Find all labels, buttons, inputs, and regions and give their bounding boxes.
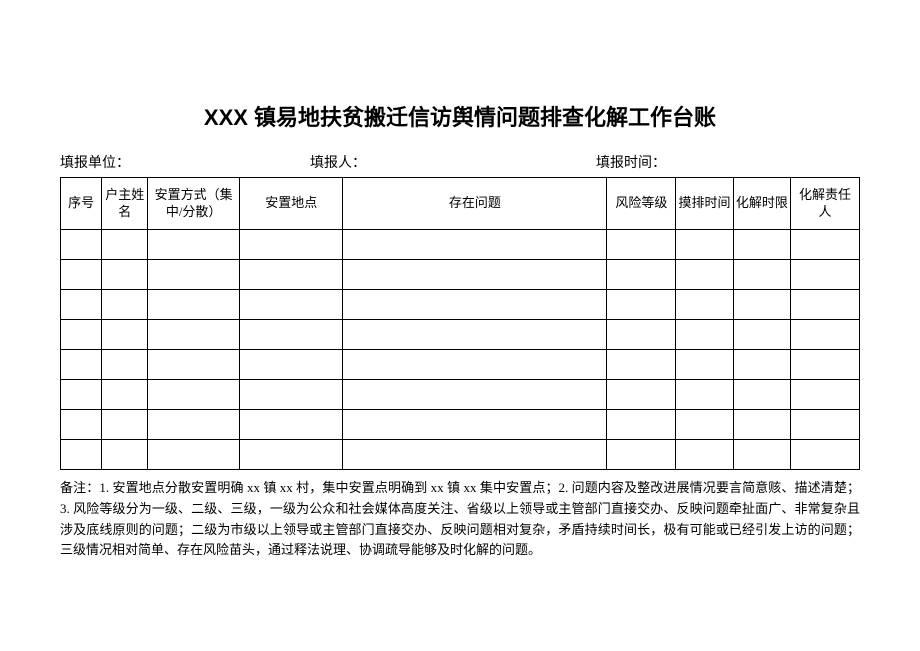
table-cell [102, 440, 148, 470]
table-cell [607, 440, 676, 470]
table-cell [791, 320, 860, 350]
table-cell [343, 230, 607, 260]
table-row [61, 290, 860, 320]
table-cell [607, 410, 676, 440]
table-cell [676, 260, 733, 290]
table-cell [607, 380, 676, 410]
meta-row: 填报单位： 填报人： 填报时间： [60, 152, 860, 172]
column-header: 化解责任人 [791, 178, 860, 230]
table-cell [61, 410, 102, 440]
table-cell [733, 230, 790, 260]
table-cell [676, 320, 733, 350]
table-cell [148, 320, 240, 350]
table-row [61, 350, 860, 380]
table-cell [61, 350, 102, 380]
table-cell [240, 290, 343, 320]
table-cell [607, 290, 676, 320]
table-cell [240, 320, 343, 350]
table-cell [148, 260, 240, 290]
table-cell [733, 380, 790, 410]
table-cell [240, 260, 343, 290]
column-header: 化解时限 [733, 178, 790, 230]
table-cell [148, 230, 240, 260]
table-cell [343, 350, 607, 380]
table-cell [240, 440, 343, 470]
table-cell [148, 350, 240, 380]
table-cell [61, 320, 102, 350]
table-cell [733, 410, 790, 440]
table-cell [733, 440, 790, 470]
table-cell [61, 230, 102, 260]
table-cell [61, 260, 102, 290]
table-cell [102, 290, 148, 320]
table-cell [607, 230, 676, 260]
table-cell [791, 230, 860, 260]
table-row [61, 410, 860, 440]
table-row [61, 440, 860, 470]
table-cell [607, 320, 676, 350]
table-cell [676, 350, 733, 380]
table-cell [791, 260, 860, 290]
table-row [61, 230, 860, 260]
column-header: 存在问题 [343, 178, 607, 230]
column-header: 风险等级 [607, 178, 676, 230]
table-cell [791, 290, 860, 320]
table-cell [102, 260, 148, 290]
table-row [61, 320, 860, 350]
table-cell [343, 290, 607, 320]
table-cell [343, 440, 607, 470]
table-cell [733, 290, 790, 320]
table-cell [240, 230, 343, 260]
table-cell [343, 320, 607, 350]
table-cell [676, 410, 733, 440]
table-cell [102, 350, 148, 380]
table-cell [148, 380, 240, 410]
table-row [61, 380, 860, 410]
table-cell [733, 260, 790, 290]
table-cell [61, 290, 102, 320]
table-cell [676, 440, 733, 470]
table-cell [343, 260, 607, 290]
table-cell [148, 440, 240, 470]
table-row [61, 260, 860, 290]
table-cell [676, 290, 733, 320]
table-cell [791, 410, 860, 440]
table-cell [791, 440, 860, 470]
column-header: 户主姓名 [102, 178, 148, 230]
table-body [61, 230, 860, 470]
meta-unit-label: 填报单位： [60, 152, 130, 172]
table-cell [102, 380, 148, 410]
table-cell [343, 380, 607, 410]
table-cell [733, 350, 790, 380]
column-header: 摸排时间 [676, 178, 733, 230]
table-cell [676, 230, 733, 260]
table-cell [240, 350, 343, 380]
table-header-row: 序号户主姓名安置方式（集中/分散）安置地点存在问题风险等级摸排时间化解时限化解责… [61, 178, 860, 230]
table-cell [791, 380, 860, 410]
table-cell [676, 380, 733, 410]
meta-person-label: 填报人： [310, 152, 366, 172]
column-header: 安置方式（集中/分散） [148, 178, 240, 230]
table-cell [102, 410, 148, 440]
table-cell [733, 320, 790, 350]
page-title: XXX 镇易地扶贫搬迁信访舆情问题排查化解工作台账 [60, 100, 860, 132]
table-cell [148, 290, 240, 320]
table-cell [102, 230, 148, 260]
table-cell [343, 410, 607, 440]
table-cell [61, 440, 102, 470]
table-cell [148, 410, 240, 440]
table-cell [607, 260, 676, 290]
table-cell [791, 350, 860, 380]
meta-time-label: 填报时间： [596, 152, 666, 172]
table-cell [61, 380, 102, 410]
table-cell [102, 320, 148, 350]
table-cell [240, 410, 343, 440]
column-header: 安置地点 [240, 178, 343, 230]
column-header: 序号 [61, 178, 102, 230]
ledger-table: 序号户主姓名安置方式（集中/分散）安置地点存在问题风险等级摸排时间化解时限化解责… [60, 177, 860, 470]
table-cell [240, 380, 343, 410]
notes-text: 备注：1. 安置地点分散安置明确 xx 镇 xx 村，集中安置点明确到 xx 镇… [60, 478, 860, 561]
table-cell [607, 350, 676, 380]
